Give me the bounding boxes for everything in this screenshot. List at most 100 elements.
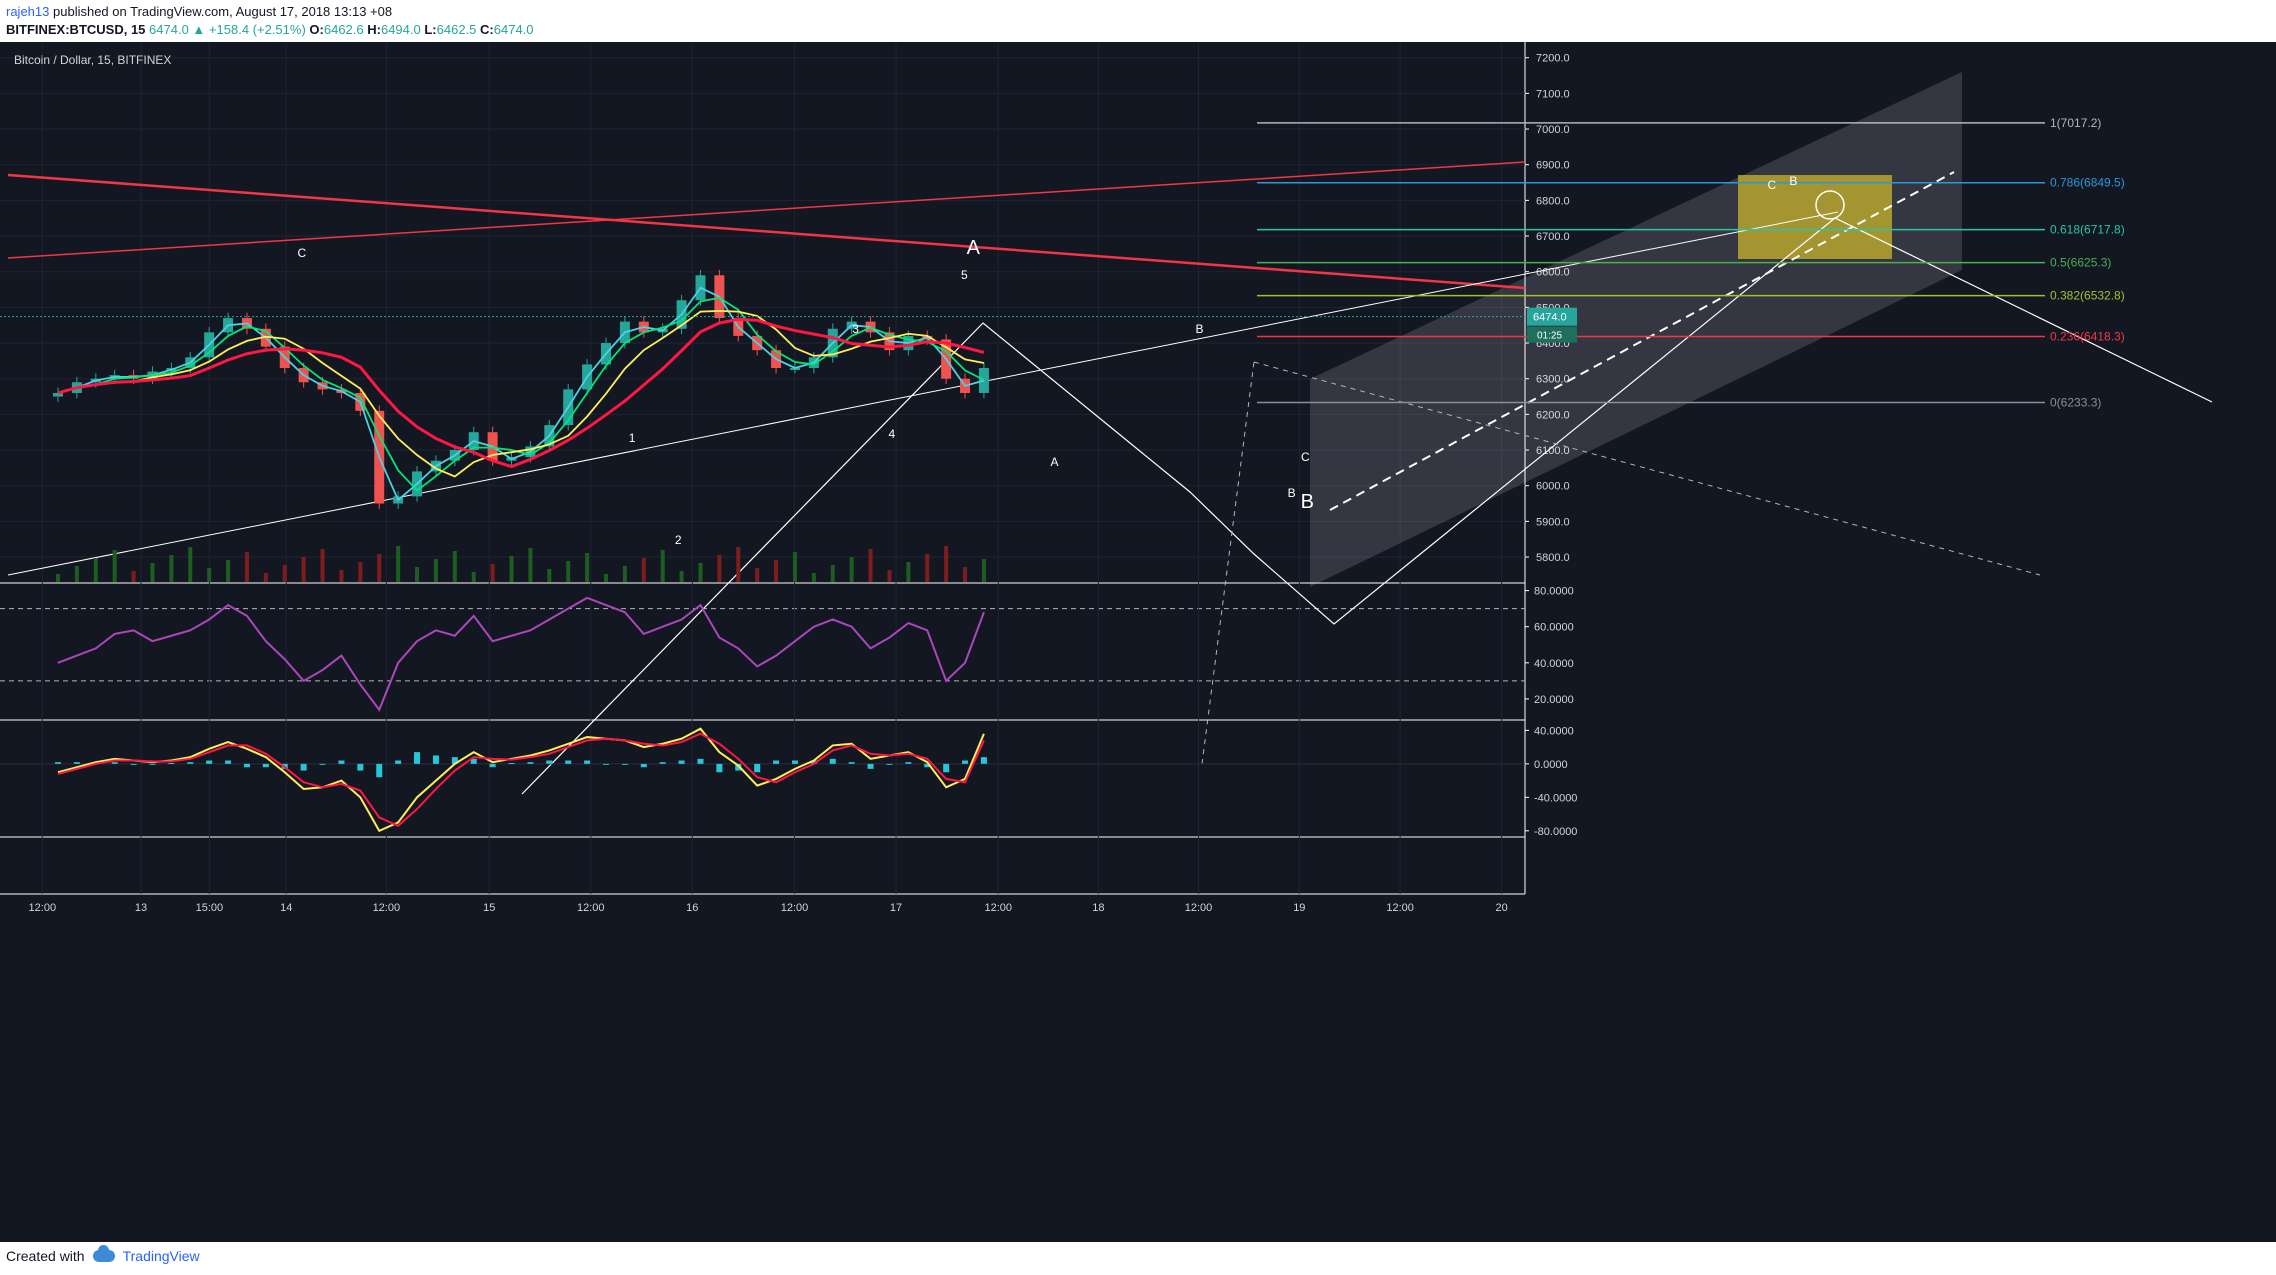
- publish-text: published on TradingView.com, August 17,…: [53, 4, 393, 19]
- macd-hist-bar: [867, 763, 874, 769]
- volume-bar: [868, 549, 873, 582]
- wave-label: 5: [961, 268, 968, 282]
- volume-bar: [887, 570, 892, 582]
- macd-hist-bar: [810, 760, 817, 764]
- price-change: +158.4 (+2.51%): [208, 22, 306, 37]
- rsi-tick-label: 40.0000: [1534, 658, 1574, 670]
- y-tick-label: 7000.0: [1536, 124, 1570, 136]
- x-tick-label: 12:00: [985, 902, 1013, 914]
- trendline-white: [7, 211, 1839, 576]
- macd-hist-bar: [262, 763, 269, 768]
- wave-label: C: [298, 246, 307, 260]
- volume-bar: [566, 561, 571, 582]
- fib-level-label: 0.236(6418.3): [2050, 330, 2125, 344]
- x-tick-label: 12:00: [1386, 902, 1414, 914]
- volume-bar: [717, 555, 722, 582]
- rsi-point: [567, 608, 569, 610]
- macd-hist-bar: [659, 762, 666, 764]
- macd-hist-bar: [943, 763, 950, 773]
- rsi-point: [605, 604, 607, 606]
- wave-label: A: [967, 237, 981, 259]
- macd-hist-bar: [168, 763, 175, 765]
- rsi-point: [397, 662, 399, 664]
- macd-hist-bar: [603, 763, 609, 765]
- rsi-point: [189, 629, 191, 631]
- rsi-point: [548, 619, 550, 620]
- tradingview-logo-icon: [92, 1245, 115, 1262]
- volume-bar: [679, 571, 684, 582]
- rsi-point: [945, 680, 947, 682]
- volume-bar: [244, 552, 249, 582]
- macd-hist-bar: [905, 762, 912, 764]
- volume-bar: [56, 574, 60, 582]
- y-tick-label: 6800.0: [1536, 195, 1570, 207]
- high-label: H:: [367, 22, 381, 37]
- volume-bar: [774, 560, 779, 582]
- macd-hist-bar: [716, 763, 723, 773]
- wave-label: C: [1301, 450, 1310, 464]
- rsi-point: [492, 640, 494, 642]
- macd-hist-bar: [319, 763, 326, 765]
- chart-area[interactable]: 7200.0 7100.0 7000.0 6900.0 6800.0 6700.0 6600…: [0, 42, 2276, 1242]
- change-up-icon: ▲: [192, 22, 206, 37]
- fib-level-label: 1(7017.2): [2050, 116, 2101, 130]
- macd-tick-label: 40.0000: [1534, 725, 1574, 737]
- macd-hist-bar: [584, 760, 591, 764]
- wave-label: B: [1196, 322, 1204, 336]
- macd-hist-bar: [565, 760, 572, 764]
- macd-hist-bar: [886, 763, 893, 765]
- volume-bar: [112, 550, 117, 582]
- rsi-point: [473, 615, 475, 617]
- rsi-point: [454, 635, 456, 637]
- volume-bar: [736, 547, 741, 582]
- macd-hist-bar: [111, 762, 118, 764]
- x-tick-label: 13: [135, 902, 147, 914]
- chart-svg[interactable]: 7200.0 7100.0 7000.0 6900.0 6800.0 6700.0 6600…: [0, 42, 2276, 1242]
- x-tick-label: 20: [1496, 902, 1508, 914]
- signal-line: [57, 732, 985, 827]
- volume-bar: [925, 554, 930, 582]
- volume-bar: [188, 547, 193, 582]
- username-link[interactable]: rajeh13: [6, 4, 50, 19]
- rsi-point: [983, 611, 985, 613]
- x-tick-label: 12:00: [1185, 902, 1213, 914]
- trendline-red-thin: [7, 161, 1526, 259]
- macd-hist-bar: [432, 755, 439, 764]
- y-tick-label: 6900.0: [1536, 160, 1570, 172]
- rsi-point: [303, 680, 305, 682]
- macd-hist-bar: [414, 752, 421, 764]
- volume-bar: [339, 570, 344, 582]
- close-label: C:: [480, 22, 494, 37]
- rsi-line: [57, 596, 985, 712]
- y-tick-label: 5800.0: [1536, 552, 1570, 564]
- macd-hist-bar: [621, 763, 628, 765]
- ohlc-legend: BITFINEX:BTCUSD, 15 6474.0 ▲ +158.4 (+2.…: [6, 22, 534, 37]
- wave-label: C: [1768, 178, 1777, 192]
- rsi-point: [662, 626, 664, 628]
- volume-bar: [169, 555, 174, 582]
- wave-label: 2: [675, 533, 682, 547]
- macd-hist-bar: [508, 763, 515, 765]
- wave-circle-icon: [1815, 190, 1845, 220]
- rsi-point: [775, 655, 777, 657]
- macd-hist-bar: [187, 762, 194, 764]
- macd-hist-bar: [357, 763, 364, 771]
- macd-tick-label: -40.0000: [1534, 792, 1577, 804]
- moving-average-line: [57, 310, 985, 478]
- wave-label: B: [1288, 486, 1296, 500]
- candle-body: [53, 392, 63, 397]
- moving-average-line: [57, 296, 985, 492]
- created-with-text: Created with: [6, 1248, 85, 1264]
- high-value: 6494.0: [380, 22, 421, 37]
- tradingview-link[interactable]: TradingView: [122, 1248, 200, 1264]
- macd-hist-bar: [678, 760, 685, 764]
- fib-level-label: 0.618(6717.8): [2050, 223, 2125, 237]
- x-tick-label: 17: [890, 902, 902, 914]
- low-label: L:: [424, 22, 437, 37]
- open-label: O:: [309, 22, 324, 37]
- rsi-tick-label: 80.0000: [1534, 586, 1574, 598]
- volume-bar: [490, 564, 495, 582]
- x-tick-label: 15: [483, 902, 495, 914]
- close-value: 6474.0: [493, 22, 534, 37]
- macd-tick-label: 0.0000: [1534, 759, 1568, 771]
